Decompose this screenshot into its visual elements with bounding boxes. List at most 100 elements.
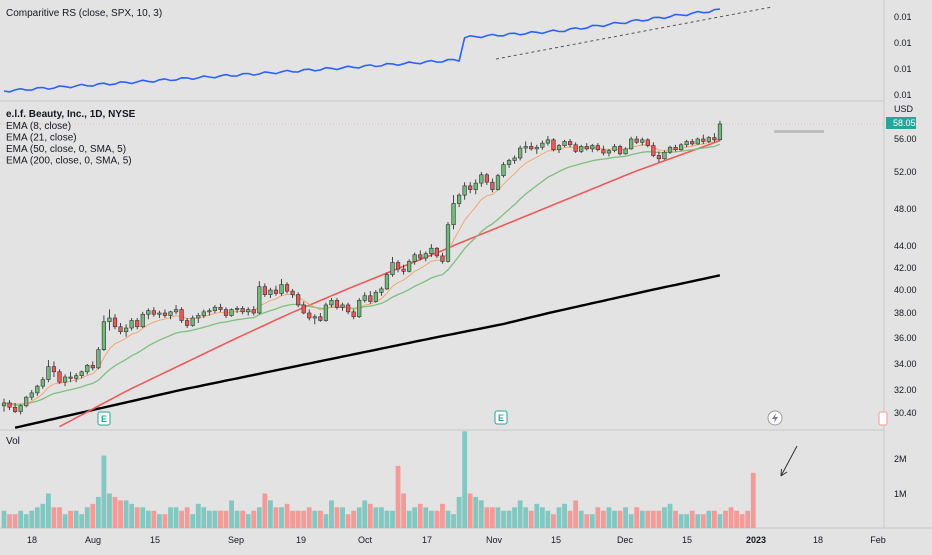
- candle-body: [440, 255, 445, 262]
- candle: [451, 195, 456, 230]
- volume-bar: [84, 507, 90, 528]
- volume-bar: [412, 507, 418, 528]
- candle-body: [540, 142, 545, 148]
- volume-bar: [101, 455, 107, 528]
- volume-bar: [662, 507, 667, 528]
- candle-body: [667, 146, 673, 153]
- candle: [712, 133, 717, 143]
- candle-body: [207, 310, 212, 313]
- candle: [13, 402, 18, 413]
- candle: [601, 145, 606, 156]
- volume-bar: [750, 472, 756, 528]
- volume-bar: [40, 503, 46, 528]
- candle: [112, 314, 118, 330]
- price-axis: 56.00 52.00 48.00 44.00 42.00 40.00 38.00 36.00…: [894, 134, 917, 418]
- volume-title: Vol: [6, 436, 20, 447]
- candle: [373, 290, 378, 303]
- candle: [634, 136, 639, 144]
- volume-bar: [284, 503, 290, 528]
- candle: [312, 314, 317, 325]
- volume-bar: [728, 507, 734, 528]
- volume-bar: [495, 507, 501, 528]
- time-axis-label: 18: [27, 535, 37, 545]
- volume-bar: [484, 507, 490, 528]
- volume-bar: [184, 507, 190, 528]
- candle: [268, 287, 273, 299]
- earnings-marker[interactable]: E: [494, 410, 508, 425]
- volume-bar: [478, 500, 484, 528]
- volume-bar: [273, 507, 279, 528]
- rs-trendline: [495, 6, 773, 60]
- price-axis-label: 44.00: [894, 241, 917, 251]
- candle-body: [173, 309, 179, 313]
- volume-bar: [79, 514, 85, 528]
- candle: [223, 307, 229, 318]
- candle-body: [595, 145, 600, 151]
- candle-body: [68, 376, 73, 379]
- candle: [196, 313, 201, 323]
- volume-bar: [440, 503, 445, 528]
- candle-body: [634, 138, 639, 143]
- candle: [318, 313, 323, 322]
- volume-bar: [390, 510, 395, 528]
- last-price-label: 58.05: [893, 118, 916, 128]
- candle: [512, 155, 517, 164]
- time-axis-label: Nov: [486, 535, 503, 545]
- earnings-marker-box[interactable]: [494, 410, 508, 425]
- volume-bar: [206, 510, 212, 528]
- candle-body: [451, 203, 456, 226]
- candle: [79, 370, 84, 379]
- candle-body: [290, 290, 295, 295]
- volume-bar: [584, 514, 590, 528]
- candle: [623, 147, 628, 155]
- candle: [490, 178, 495, 193]
- candle-body: [345, 304, 351, 313]
- candle: [107, 309, 112, 331]
- volume-bar: [456, 496, 462, 528]
- upcoming-earnings-icon[interactable]: [878, 411, 888, 426]
- candle-body: [240, 308, 245, 313]
- candle-body: [96, 349, 101, 369]
- candle-body: [473, 182, 478, 190]
- volume-bar: [551, 514, 556, 528]
- candle: [407, 259, 412, 273]
- candle-body: [24, 396, 29, 407]
- volume-bar: [617, 510, 623, 528]
- volume-bar: [678, 514, 684, 528]
- candle: [501, 162, 506, 178]
- time-axis-label: 18: [813, 535, 823, 545]
- candle-body: [229, 309, 234, 316]
- candle: [684, 139, 689, 148]
- volume-bar: [634, 507, 640, 528]
- earnings-marker[interactable]: E: [97, 411, 111, 426]
- candle: [562, 139, 567, 148]
- candle-body: [495, 175, 501, 190]
- candle: [395, 260, 401, 273]
- candle-body: [312, 316, 317, 319]
- candle: [190, 315, 195, 327]
- time-axis-label: Sep: [228, 535, 244, 545]
- volume-bar: [712, 510, 717, 528]
- candle: [384, 272, 390, 290]
- volume-bar: [684, 514, 690, 528]
- candle-body: [273, 289, 279, 294]
- time-axis-label: Oct: [358, 535, 373, 545]
- candle-body: [190, 317, 195, 326]
- volume-bar: [90, 503, 96, 528]
- volume-bar: [656, 510, 662, 528]
- candle: [251, 306, 256, 316]
- volume-bar: [517, 500, 523, 528]
- volume-axis-label: 2M: [894, 454, 907, 464]
- candle-body: [279, 284, 284, 294]
- dividend-lightning-icon[interactable]: [767, 410, 783, 426]
- candle: [135, 318, 140, 330]
- candle-body: [129, 320, 134, 329]
- candle: [456, 193, 462, 208]
- earnings-marker-box[interactable]: [97, 411, 111, 426]
- time-axis-label: 17: [422, 535, 432, 545]
- volume-bar: [601, 510, 606, 528]
- candle-body: [434, 247, 440, 257]
- candle: [584, 143, 589, 151]
- candle-body: [479, 174, 484, 184]
- candle: [479, 172, 484, 187]
